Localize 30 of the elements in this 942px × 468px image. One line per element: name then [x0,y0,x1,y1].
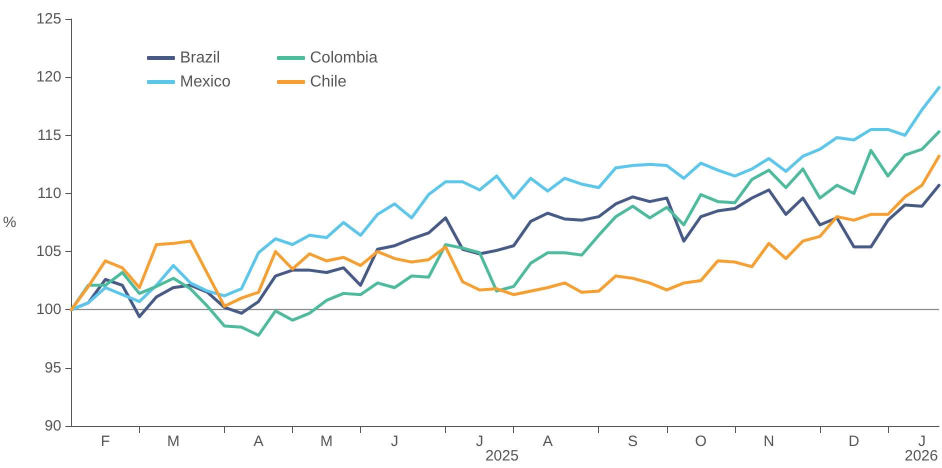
line-series [70,86,940,312]
text: 2025 [485,448,519,464]
x-tick-label: M [167,433,180,450]
y-axis-title: % [2,214,16,231]
x-tick-label: J [476,433,484,450]
x-tick-label: J [390,433,398,450]
y-tick-label: 105 [36,243,62,260]
y-tick-label: 115 [37,126,62,144]
y-tick-label: 110 [37,184,62,202]
x-tick-label: S [628,433,638,450]
text: 2026 [904,448,938,464]
y-tick-label: 125 [36,10,62,28]
x-tick-label: F [100,433,110,450]
line-series [70,154,940,312]
y-tick-label: 95 [44,359,62,376]
x-tick-label: N [763,433,774,450]
y-tick-label: 120 [36,68,62,86]
legend-label: Brazil [180,50,220,66]
x-tick-label: A [253,433,264,450]
y-tick-label: 90 [44,418,62,434]
x-tick-label: O [694,433,707,450]
legend-label: Colombia [310,50,378,66]
x-tick-label: J [918,433,926,450]
x-tick-label: A [542,433,553,450]
legend-label: Chile [310,74,347,90]
line-series [70,130,940,337]
y-tick-label: 100 [36,301,62,318]
x-tick-label: D [848,433,860,450]
x-tick-label: M [320,433,333,450]
legend-label: Mexico [180,74,231,90]
